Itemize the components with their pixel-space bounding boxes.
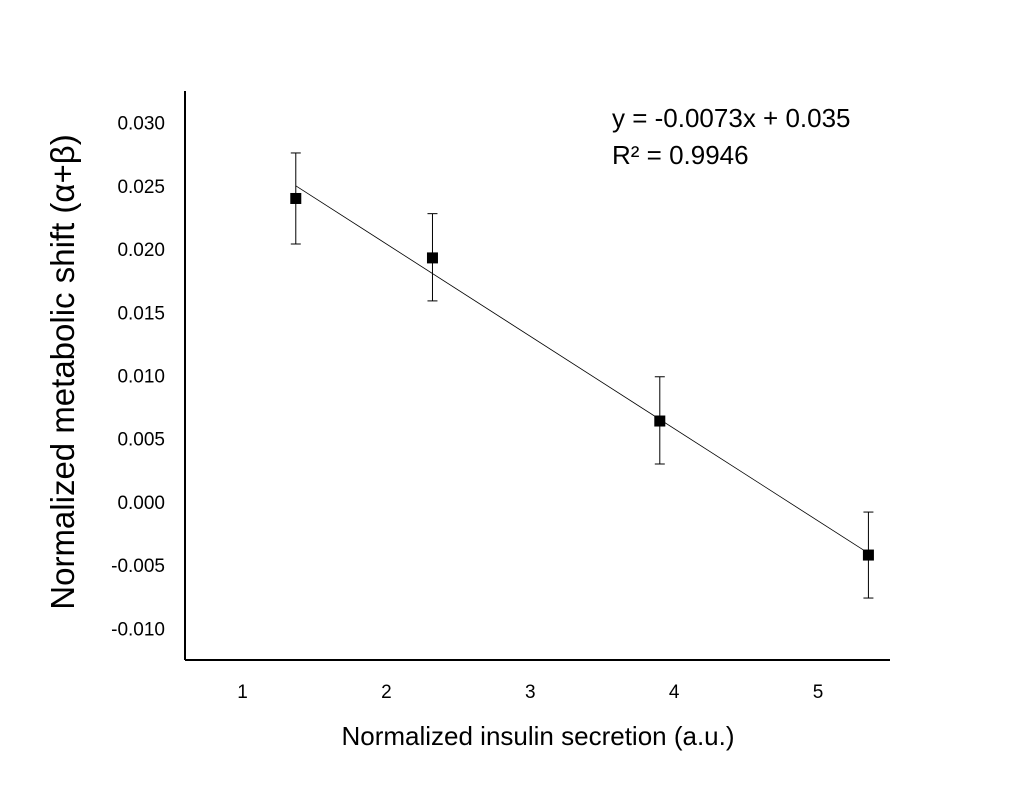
data-point xyxy=(290,192,302,204)
y-tick-labels: 0.030 0.025 0.020 0.015 0.010 0.005 0.000 -0.00… xyxy=(111,114,165,641)
trendline xyxy=(295,185,869,554)
axes xyxy=(184,91,890,661)
data-points xyxy=(290,192,874,561)
trendline-equation: y = -0.0073x + 0.035 xyxy=(612,103,851,133)
x-tick-label: 3 xyxy=(525,682,536,703)
error-bars xyxy=(290,152,874,599)
y-tick-label: 0.000 xyxy=(117,493,165,514)
y-tick-label: 0.025 xyxy=(117,177,165,198)
data-point xyxy=(654,415,666,427)
y-tick-label: -0.010 xyxy=(111,619,165,640)
y-tick-label: -0.005 xyxy=(111,556,165,577)
x-axis-title: Normalized insulin secretion (a.u.) xyxy=(341,721,734,751)
x-tick-label: 1 xyxy=(237,682,248,703)
trendline-group xyxy=(295,185,869,554)
y-tick-label: 0.010 xyxy=(117,367,165,388)
y-tick-label: 0.015 xyxy=(117,303,165,324)
y-tick-label: 0.020 xyxy=(117,240,165,261)
y-tick-label: 0.030 xyxy=(117,114,165,135)
x-tick-labels: 1 2 3 4 5 xyxy=(237,682,823,703)
y-axis-title: Normalized metabolic shift (α+β) xyxy=(44,134,81,609)
data-point xyxy=(862,549,874,561)
r-squared-label: R² = 0.9946 xyxy=(612,140,749,170)
data-point xyxy=(426,252,438,264)
x-tick-label: 2 xyxy=(381,682,392,703)
x-tick-label: 4 xyxy=(669,682,680,703)
x-tick-label: 5 xyxy=(813,682,824,703)
y-tick-label: 0.005 xyxy=(117,430,165,451)
